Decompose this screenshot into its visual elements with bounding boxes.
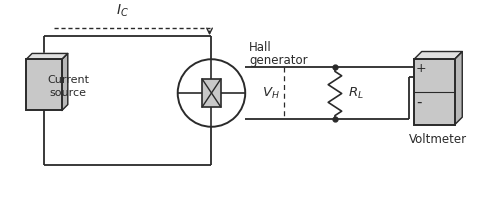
Polygon shape — [455, 52, 462, 125]
Text: source: source — [50, 88, 87, 99]
Text: +: + — [416, 62, 427, 75]
Bar — [202, 79, 221, 107]
Text: Current: Current — [47, 75, 89, 85]
Bar — [414, 59, 455, 125]
Text: $R_L$: $R_L$ — [349, 86, 364, 101]
Circle shape — [178, 59, 245, 127]
Polygon shape — [62, 54, 68, 110]
Text: generator: generator — [249, 54, 308, 67]
Polygon shape — [26, 54, 68, 59]
Text: Voltmeter: Voltmeter — [409, 133, 467, 146]
Bar — [26, 59, 62, 110]
Text: -: - — [416, 94, 422, 109]
Text: $I_C$: $I_C$ — [116, 2, 128, 19]
Polygon shape — [414, 52, 462, 59]
Text: $V_H$: $V_H$ — [262, 85, 280, 101]
Text: Hall: Hall — [249, 41, 272, 54]
